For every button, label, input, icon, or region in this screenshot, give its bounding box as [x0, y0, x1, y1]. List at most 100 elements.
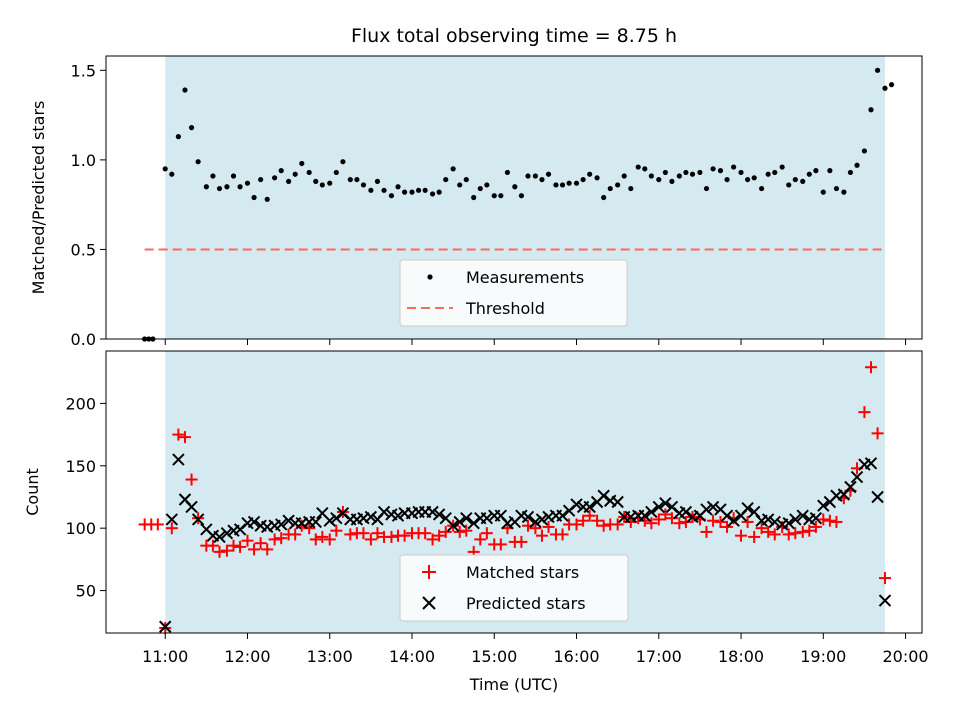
measurement-point	[758, 185, 765, 192]
predicted-star-point	[844, 480, 857, 494]
top-y-axis-label: Matched/Predicted stars	[29, 101, 48, 295]
measurement-point	[429, 191, 436, 197]
predicted-star-point	[727, 514, 740, 527]
measurement-point	[607, 185, 613, 192]
legend-matched-marker	[422, 565, 436, 579]
measurement-point	[765, 171, 771, 177]
predicted-star-point	[535, 513, 549, 526]
matched-star-point	[652, 513, 665, 526]
measurement-point	[203, 184, 209, 190]
matched-star-point	[748, 530, 761, 543]
measurement-point	[615, 182, 621, 188]
predicted-star-point	[720, 509, 734, 522]
measurement-point	[237, 184, 243, 190]
measurement-point	[360, 182, 367, 188]
measurement-point	[195, 159, 201, 165]
measurement-point	[463, 176, 469, 183]
matched-star-point	[323, 533, 336, 546]
matched-star-point	[570, 518, 583, 531]
predicted-star-point	[247, 515, 261, 529]
matched-star-point	[611, 518, 624, 531]
legend-measurements-marker	[427, 274, 433, 280]
matched-star-point	[865, 361, 877, 374]
predicted-star-point	[446, 519, 460, 532]
predicted-star-point	[652, 500, 665, 514]
measurement-point	[669, 178, 675, 184]
measurement-point	[573, 180, 580, 186]
measurement-point	[772, 169, 778, 176]
measurement-point	[745, 176, 751, 183]
matched-star-point	[426, 533, 439, 546]
bottom-panel: 50 100 150 200 11:00 12:00 13:00 14:00 15:00 16:…	[23, 350, 929, 694]
measurement-point	[874, 67, 881, 73]
measurement-point	[553, 182, 559, 188]
measurement-point	[559, 182, 566, 188]
measurement-point	[327, 180, 333, 186]
measurement-point	[388, 193, 395, 199]
x-tick-label: 14:00	[389, 647, 435, 666]
matched-star-point	[309, 533, 322, 546]
predicted-star-point	[426, 505, 439, 519]
matched-star-point	[439, 525, 452, 538]
predicted-star-point	[871, 490, 884, 504]
matched-star-point	[597, 519, 610, 532]
measurement-point	[861, 148, 868, 154]
measurement-point	[210, 173, 216, 179]
measurement-point	[847, 169, 854, 176]
matched-star-point	[817, 513, 830, 526]
measurement-point	[436, 189, 442, 195]
measurement-point	[188, 125, 195, 131]
matched-star-point	[665, 512, 678, 525]
matched-star-point	[529, 522, 542, 535]
predicted-star-point	[191, 513, 205, 526]
matched-star-point	[556, 528, 569, 541]
predicted-star-point	[850, 470, 864, 484]
bottom-y-tick-label: 150	[65, 457, 96, 476]
measurement-point	[594, 175, 600, 181]
measurement-point	[512, 184, 518, 190]
matched-star-point	[165, 522, 178, 535]
matched-star-point	[241, 534, 254, 547]
matched-star-point	[460, 524, 473, 537]
matched-star-point	[268, 533, 281, 546]
matched-star-point	[803, 524, 816, 537]
matched-star-point	[344, 528, 357, 541]
predicted-star-point	[611, 495, 624, 509]
measurement-point	[601, 194, 607, 201]
measurement-point	[175, 134, 181, 140]
measurement-point	[333, 169, 339, 176]
measurement-point	[648, 173, 654, 179]
predicted-star-point	[432, 508, 446, 521]
measurement-point	[635, 164, 641, 170]
measurement-point	[504, 169, 511, 176]
top-x-ticks	[164, 339, 907, 345]
legend-predicted-label: Predicted stars	[466, 594, 586, 613]
measurement-point	[457, 182, 463, 188]
matched-star-point	[535, 529, 548, 542]
top-y-axis: 0.0 0.5 1.0 1.5	[71, 61, 106, 349]
measurement-point	[299, 160, 305, 167]
legend-measurements-label: Measurements	[466, 268, 584, 287]
measurement-point	[409, 189, 415, 195]
measurement-point	[381, 187, 387, 193]
bottom-legend-box	[399, 554, 629, 622]
predicted-star-point	[275, 518, 288, 531]
measurement-point	[491, 193, 497, 199]
measurement-point	[182, 87, 188, 93]
x-axis-label: Time (UTC)	[469, 675, 558, 694]
x-tick-label: 19:00	[800, 647, 846, 666]
matched-star-point	[762, 525, 775, 538]
top-plot-frame	[105, 55, 923, 340]
matched-star-point	[858, 406, 871, 419]
measurement-point	[401, 189, 408, 195]
measurement-point	[800, 178, 806, 184]
matched-star-point	[645, 517, 658, 530]
matched-star-point	[480, 527, 493, 540]
matched-star-point	[254, 537, 267, 550]
matched-star-point	[357, 527, 370, 540]
measurement-point	[374, 178, 381, 184]
top-legend-box	[399, 259, 628, 327]
predicted-star-point	[213, 530, 226, 544]
measurement-point	[689, 171, 696, 177]
predicted-star-point	[864, 457, 878, 470]
